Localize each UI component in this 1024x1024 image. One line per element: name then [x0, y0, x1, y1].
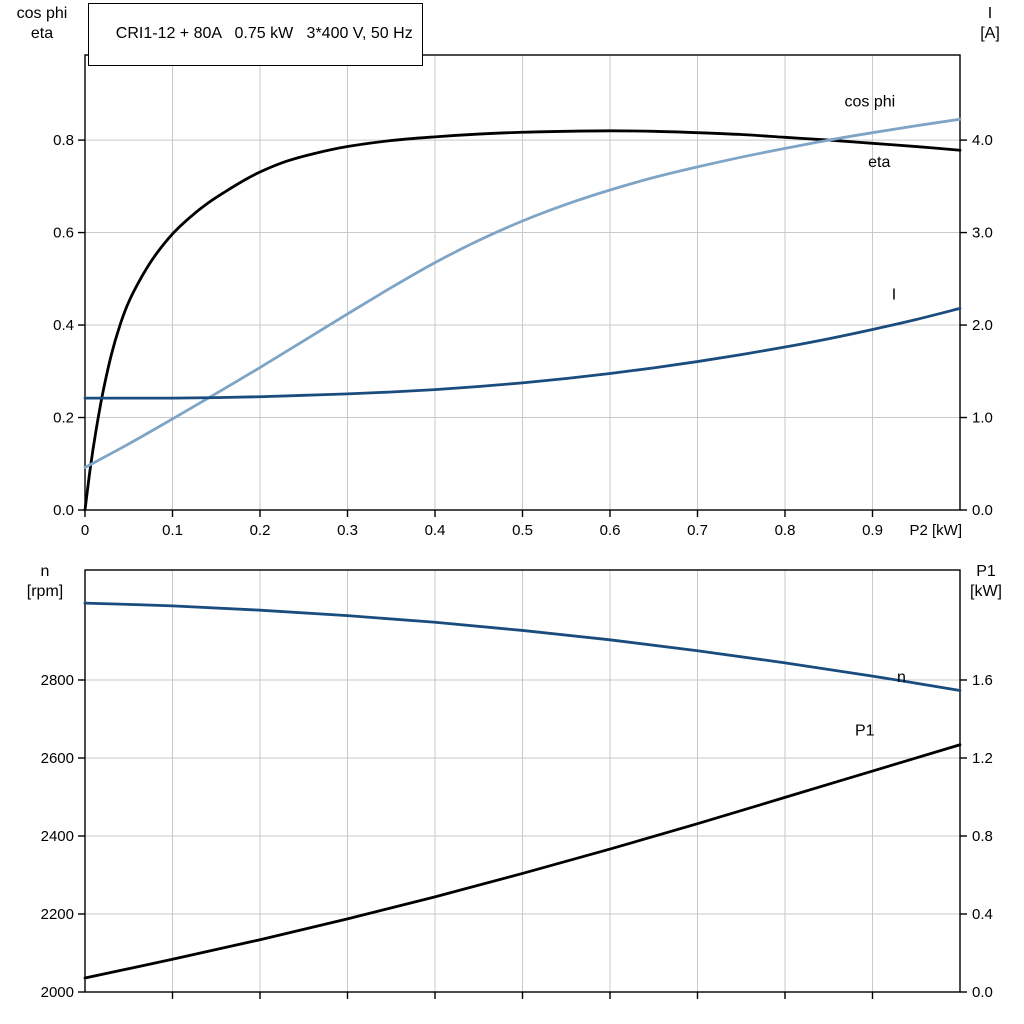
- right-tick-label: 0.0: [972, 502, 993, 519]
- right-tick-label: 4.0: [972, 132, 993, 149]
- left-tick-label: 2000: [41, 984, 74, 1001]
- left-tick-label: 2600: [41, 750, 74, 767]
- x-tick-label: 0: [81, 522, 89, 539]
- series-label-cos-phi: cos phi: [845, 94, 896, 111]
- series-curve-speed: [83, 601, 962, 692]
- chart-1: 2000 2200 2400 2600 2800 0.0 0.4 0.8 1.2 1.6 n P1: [41, 569, 993, 1001]
- left-tick-label: 0.6: [53, 225, 74, 242]
- x-tick-label: 0.4: [425, 522, 446, 539]
- right-tick-label: 2.0: [972, 317, 993, 334]
- left-tick-label: 2800: [41, 672, 74, 689]
- series-curve-power-p1: [83, 743, 962, 980]
- x-tick-label: 0.2: [250, 522, 271, 539]
- top-chart-right-axis-title: I [A]: [960, 4, 1020, 44]
- x-tick-label: 0.6: [600, 522, 621, 539]
- left-tick-label: 0.0: [53, 502, 74, 519]
- series-curve-eta: [83, 129, 962, 512]
- axis-title-line: P1: [976, 563, 996, 580]
- axis-title-line: cos phi: [16, 5, 68, 22]
- right-tick-label: 1.6: [972, 672, 993, 689]
- series-curve-current: [83, 306, 962, 400]
- bottom-chart-right-axis-title: P1 [kW]: [954, 562, 1018, 602]
- axis-title-line: I: [987, 5, 993, 22]
- series-label-speed: n: [897, 669, 906, 686]
- x-tick-label: 0.5: [512, 522, 533, 539]
- x-tick-label: 0.1: [162, 522, 183, 539]
- x-tick-label: 0.8: [775, 522, 796, 539]
- x-tick-label: 0.3: [337, 522, 358, 539]
- right-tick-label: 3.0: [972, 225, 993, 242]
- right-tick-label: 1.0: [972, 410, 993, 427]
- series-label-eta: eta: [868, 154, 890, 171]
- series-label-power-p1: P1: [855, 723, 875, 740]
- axis-title-line: eta: [30, 25, 54, 42]
- chart-title: CRI1-12 + 80A 0.75 kW 3*400 V, 50 Hz: [115, 25, 413, 42]
- right-tick-label: 0.0: [972, 984, 993, 1001]
- axis-title-line: [rpm]: [26, 583, 64, 600]
- right-tick-label: 0.4: [972, 906, 993, 923]
- left-tick-label: 2400: [41, 828, 74, 845]
- left-tick-label: 0.8: [53, 132, 74, 149]
- left-tick-label: 0.2: [53, 410, 74, 427]
- right-tick-label: 1.2: [972, 750, 993, 767]
- axis-title-line: [kW]: [970, 583, 1002, 600]
- chart-title-box: CRI1-12 + 80A 0.75 kW 3*400 V, 50 Hz: [88, 3, 423, 66]
- series-curve-cos-phi: [83, 117, 962, 469]
- right-tick-label: 0.8: [972, 828, 993, 845]
- left-tick-label: 0.4: [53, 317, 74, 334]
- series-label-current: I: [892, 287, 896, 304]
- chart-0: 0.0 0.2 0.4 0.6 0.8 0.0 1.0 2.0 3.0 4.0 0 0.1 0.2 0.3…: [53, 54, 993, 539]
- bottom-chart-left-axis-title: n [rpm]: [6, 562, 84, 602]
- left-tick-label: 2200: [41, 906, 74, 923]
- x-tick-label: 0.7: [687, 522, 708, 539]
- axis-title-line: [A]: [980, 25, 1000, 42]
- top-chart-left-axis-title: cos phi eta: [4, 4, 80, 44]
- x-tick-label: 0.9: [862, 522, 883, 539]
- axis-title-line: n: [40, 563, 50, 580]
- x-axis-unit-label: P2 [kW]: [909, 522, 962, 539]
